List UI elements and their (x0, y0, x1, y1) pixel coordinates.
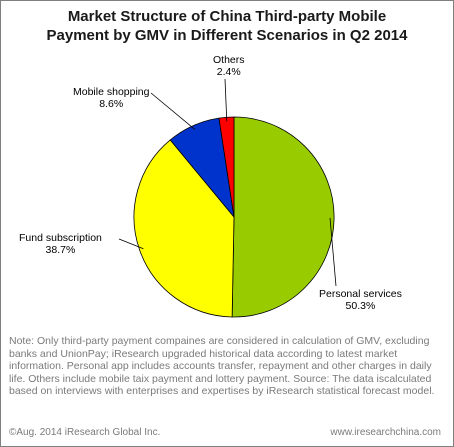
slice-label-value: 50.3% (345, 300, 376, 312)
chart-title-line-1: Market Structure of China Third-party Mo… (67, 8, 387, 25)
leader-line-fund-subscription (118, 238, 144, 250)
chart-note: Note: Only third-party payment compaines… (9, 335, 435, 398)
leader-line-mobile-shopping (150, 92, 196, 130)
slice-label-name: Personal services (319, 288, 402, 300)
pie-slice-fund-subscription (133, 139, 235, 318)
pie-slice-personal-services (231, 116, 335, 318)
slice-label-value: 38.7% (45, 244, 76, 256)
leader-line-others (224, 78, 228, 122)
slice-label-name: Fund subscription (19, 232, 102, 244)
slice-label-value: 2.4% (216, 66, 241, 78)
slice-label-personal-services: Personal services 50.3% (319, 288, 402, 312)
leader-line-personal-services (329, 217, 337, 287)
copyright-text: ©Aug. 2014 iResearch Global Inc. (9, 427, 161, 438)
slice-label-name: Mobile shopping (73, 86, 150, 98)
chart-title-line-2: Payment by GMV in Different Scenarios in… (46, 27, 408, 44)
slice-label-fund-subscription: Fund subscription 38.7% (19, 232, 102, 256)
chart-title: Market Structure of China Third-party Mo… (1, 7, 453, 45)
slice-label-name: Others (213, 54, 245, 66)
website-text: www.iresearchchina.com (330, 427, 441, 438)
slice-label-value: 8.6% (99, 98, 124, 110)
slice-label-others: Others 2.4% (213, 54, 245, 78)
slice-label-mobile-shopping: Mobile shopping 8.6% (73, 86, 149, 110)
